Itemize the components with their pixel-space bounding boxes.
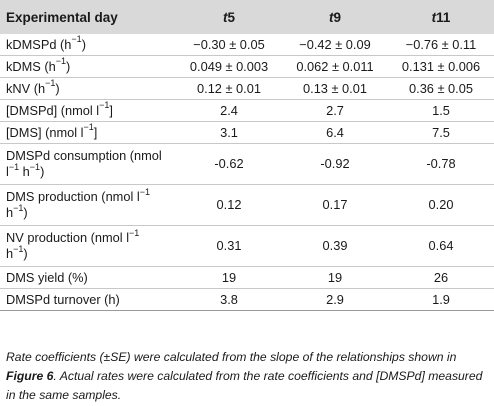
cell-t9: 0.13 ± 0.01 bbox=[282, 77, 388, 100]
row-label-text: [DMS] (nmol l bbox=[6, 124, 84, 140]
row-label-line2b: ) bbox=[23, 205, 28, 220]
row-label-line2c: ) bbox=[40, 164, 45, 179]
header-t5: t5 bbox=[176, 0, 282, 34]
data-table-container: Experimental day t5 t9 t11 kDMSPd (h−1) … bbox=[0, 0, 494, 311]
row-label: DMSPd consumption (nmol l−1 h−1) bbox=[0, 143, 176, 185]
table-row: NV production (nmol l−1 h−1) 0.31 0.39 0.… bbox=[0, 225, 494, 267]
row-label-after: ] bbox=[109, 102, 113, 118]
row-label-line1: DMS production (nmol l bbox=[6, 189, 140, 204]
header-t11-num: 11 bbox=[436, 9, 451, 25]
row-label-sup2: −1 bbox=[13, 202, 24, 213]
header-t5-prefix: t bbox=[222, 9, 228, 25]
cell-t11: 1.5 bbox=[388, 99, 494, 122]
row-label-text: kDMSPd (h bbox=[6, 36, 72, 52]
data-table: Experimental day t5 t9 t11 kDMSPd (h−1) … bbox=[0, 0, 494, 311]
cell-t11: 0.36 ± 0.05 bbox=[388, 77, 494, 100]
cell-t9: 6.4 bbox=[282, 121, 388, 144]
table-row: kNV (h−1) 0.12 ± 0.01 0.13 ± 0.01 0.36 ±… bbox=[0, 77, 494, 100]
row-label-line2a: l bbox=[6, 164, 9, 179]
row-label-line2a: h bbox=[6, 246, 14, 261]
row-label: DMS yield (%) bbox=[0, 266, 176, 289]
row-label: DMSPd turnover (h) bbox=[0, 288, 176, 311]
row-label-after: ) bbox=[55, 80, 60, 96]
row-label-after: ] bbox=[93, 124, 98, 140]
table-caption: Rate coefficients (±SE) were calculated … bbox=[6, 348, 490, 405]
cell-t11: 0.131 ± 0.006 bbox=[388, 55, 494, 78]
header-label: Experimental day bbox=[6, 9, 118, 25]
table-row: DMSPd turnover (h) 3.8 2.9 1.9 bbox=[0, 288, 494, 311]
cell-t5: 19 bbox=[176, 266, 282, 289]
header-t9-num: 9 bbox=[333, 9, 341, 25]
cell-t5: 0.31 bbox=[176, 225, 282, 267]
header-t11-prefix: t bbox=[431, 9, 437, 25]
cell-t11: 7.5 bbox=[388, 121, 494, 144]
cell-t11: 0.64 bbox=[388, 225, 494, 267]
row-label-sup: −1 bbox=[55, 56, 67, 67]
row-label-sup: −1 bbox=[83, 122, 94, 133]
cell-t9: -0.92 bbox=[282, 143, 388, 185]
row-label-line2b: ) bbox=[23, 246, 28, 261]
cell-t11: 0.20 bbox=[388, 184, 494, 226]
caption-figure-link[interactable]: Figure 6 bbox=[6, 369, 54, 383]
row-label-sup1: −1 bbox=[129, 227, 140, 238]
cell-t9: 0.17 bbox=[282, 184, 388, 226]
row-label-line2b: h bbox=[19, 164, 30, 179]
row-label: NV production (nmol l−1 h−1) bbox=[0, 225, 176, 267]
cell-t9: 0.062 ± 0.011 bbox=[282, 55, 388, 78]
cell-t11: 1.9 bbox=[388, 288, 494, 311]
row-label-sup: −1 bbox=[99, 100, 110, 111]
cell-t9: 0.39 bbox=[282, 225, 388, 267]
cell-t5: 0.12 bbox=[176, 184, 282, 226]
row-label-sup: −1 bbox=[71, 34, 82, 45]
cell-t9: 19 bbox=[282, 266, 388, 289]
row-label: [DMSPd] (nmol l−1] bbox=[0, 99, 176, 122]
row-label-sup: −1 bbox=[45, 78, 56, 89]
header-t11: t11 bbox=[388, 0, 494, 34]
table-row: DMS yield (%) 19 19 26 bbox=[0, 266, 494, 289]
cell-t11: 26 bbox=[388, 266, 494, 289]
row-label: kNV (h−1) bbox=[0, 77, 176, 100]
row-label: [DMS] (nmol l−1] bbox=[0, 121, 176, 144]
cell-t11: −0.76 ± 0.11 bbox=[388, 34, 494, 56]
row-label: kDMSPd (h−1) bbox=[0, 34, 176, 56]
row-label-sup2: −1 bbox=[29, 161, 41, 172]
header-t9-prefix: t bbox=[328, 9, 334, 25]
row-label-line1: DMSPd consumption (nmol bbox=[6, 148, 162, 163]
cell-t9: 2.9 bbox=[282, 288, 388, 311]
cell-t9: 2.7 bbox=[282, 99, 388, 122]
caption-text-1: Rate coefficients (±SE) were calculated … bbox=[6, 350, 457, 364]
row-label-after: ) bbox=[81, 36, 86, 52]
table-row: DMSPd consumption (nmol l−1 h−1) -0.62 -0… bbox=[0, 143, 494, 185]
row-label-sup1: −1 bbox=[8, 161, 20, 172]
row-label-line2a: h bbox=[6, 205, 14, 220]
row-label: DMS production (nmol l−1 h−1) bbox=[0, 184, 176, 226]
header-t9: t9 bbox=[282, 0, 388, 34]
cell-t11: -0.78 bbox=[388, 143, 494, 185]
table-row: DMS production (nmol l−1 h−1) 0.12 0.17 0… bbox=[0, 184, 494, 226]
row-label-after: ) bbox=[66, 58, 71, 74]
cell-t5: -0.62 bbox=[176, 143, 282, 185]
cell-t5: 0.12 ± 0.01 bbox=[176, 77, 282, 100]
row-label: kDMS (h−1) bbox=[0, 55, 176, 78]
table-header-row: Experimental day t5 t9 t11 bbox=[0, 0, 494, 34]
row-label-text: kNV (h bbox=[6, 80, 46, 96]
cell-t5: 3.8 bbox=[176, 288, 282, 311]
cell-t5: 2.4 bbox=[176, 99, 282, 122]
table-row: [DMS] (nmol l−1] 3.1 6.4 7.5 bbox=[0, 121, 494, 144]
row-label-text: [DMSPd] (nmol l bbox=[6, 102, 100, 118]
row-label-sup2: −1 bbox=[13, 243, 24, 254]
cell-t5: 0.049 ± 0.003 bbox=[176, 55, 282, 78]
row-label-line1: NV production (nmol l bbox=[6, 230, 130, 245]
cell-t5: 3.1 bbox=[176, 121, 282, 144]
row-label-text: kDMS (h bbox=[6, 58, 56, 74]
table-row: kDMSPd (h−1) −0.30 ± 0.05 −0.42 ± 0.09 −… bbox=[0, 34, 494, 56]
header-t5-num: 5 bbox=[227, 9, 235, 25]
cell-t5: −0.30 ± 0.05 bbox=[176, 34, 282, 56]
table-row: kDMS (h−1) 0.049 ± 0.003 0.062 ± 0.011 0… bbox=[0, 55, 494, 78]
row-label-sup1: −1 bbox=[139, 186, 150, 197]
caption-text-2: . Actual rates were calculated from the … bbox=[6, 369, 483, 402]
cell-t9: −0.42 ± 0.09 bbox=[282, 34, 388, 56]
table-row: [DMSPd] (nmol l−1] 2.4 2.7 1.5 bbox=[0, 99, 494, 122]
